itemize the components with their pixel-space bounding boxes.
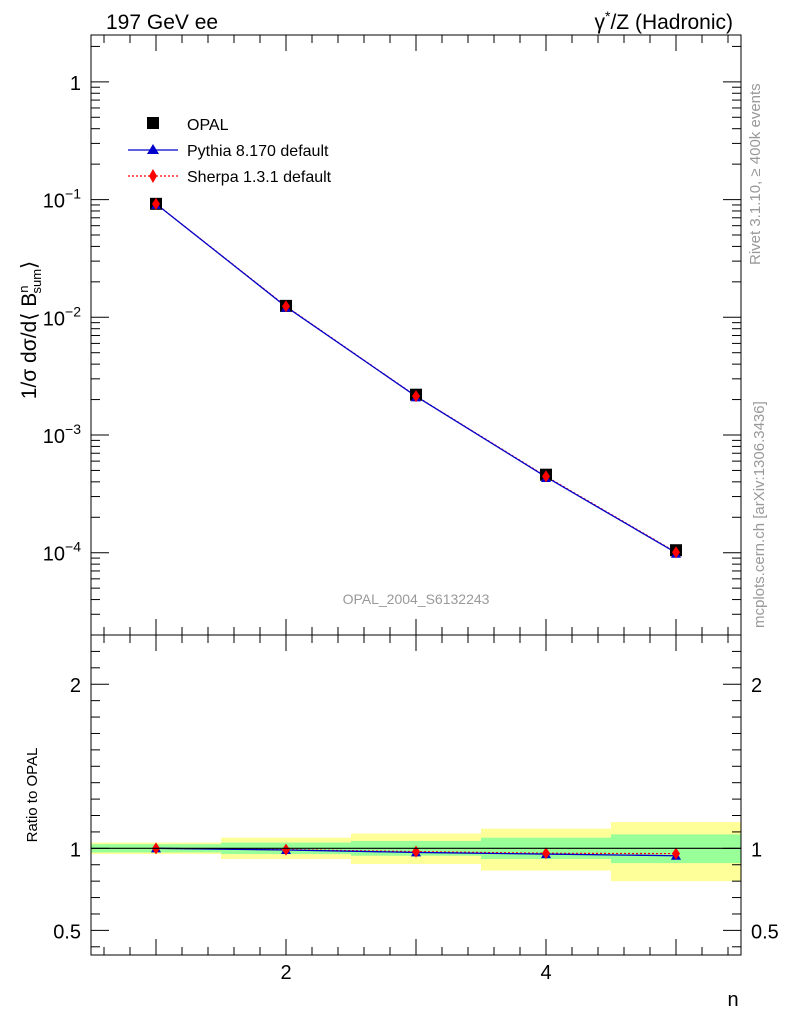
legend-sherpa-label: Sherpa 1.3.1 default (187, 169, 332, 186)
legend-pythia-label: Pythia 8.170 default (187, 143, 329, 160)
x-axis-label: n (727, 989, 738, 1011)
main-y-axis-label: 1/σ dσ/d⟨ Bnsum⟩ (16, 261, 44, 400)
legend-pythia-marker (147, 144, 159, 154)
sherpa-point (412, 390, 420, 403)
main-y-axis: 1 10−1 10−2 10−3 10−4 (43, 45, 741, 636)
ratio-y-axis: 2 2 1 1 0.5 0.5 (53, 650, 779, 948)
main-y-tick-label: 10−3 (43, 421, 81, 448)
ratio-sherpa-point (672, 847, 680, 860)
legend-opal-label: OPAL (187, 117, 229, 134)
main-series-layer (150, 197, 682, 559)
legend: OPAL Pythia 8.170 default Sherpa 1.3.1 d… (128, 117, 332, 186)
sherpa-point (542, 470, 550, 483)
ratio-frame (90, 634, 742, 956)
sherpa-line (155, 203, 677, 553)
legend-opal-marker (147, 117, 159, 129)
main-x-ticks (103, 35, 729, 635)
ratio-sherpa-point (542, 847, 550, 860)
main-y-tick-label: 10−2 (43, 303, 81, 330)
process-title: γ*/Z (Hadronic) (595, 8, 733, 34)
legend-sherpa-marker (149, 169, 157, 183)
ratio-y-tick-label-right: 2 (751, 675, 762, 697)
analysis-watermark: OPAL_2004_S6132243 (343, 591, 490, 607)
ratio-x-tick-label: 4 (540, 962, 551, 984)
ratio-y-tick-label-right: 0.5 (751, 921, 779, 943)
ratio-x-tick-label: 2 (280, 962, 291, 984)
pythia-line (155, 203, 677, 554)
energy-title: 197 GeV ee (106, 11, 218, 34)
main-y-tick-label: 1 (70, 73, 81, 95)
sherpa-point (152, 197, 160, 210)
main-y-tick-label: 10−1 (43, 186, 81, 213)
ratio-y-tick-label: 1 (70, 839, 81, 861)
ratio-y-tick-label: 0.5 (53, 921, 81, 943)
main-y-tick-label: 10−4 (43, 539, 81, 566)
sherpa-point (282, 300, 290, 313)
ratio-y-axis-label: Ratio to OPAL (24, 748, 41, 843)
main-panel: 1 10−1 10−2 10−3 10−4 OPAL_2004_S6132243 1/σ… (16, 34, 742, 636)
ratio-y-tick-label: 2 (70, 675, 81, 697)
ratio-y-tick-label-right: 1 (751, 839, 762, 861)
ratio-sherpa-point (282, 843, 290, 856)
rivet-label: Rivet 3.1.10, ≥ 400k events (747, 83, 764, 265)
mcplots-label: mcplots.cern.ch [arXiv:1306.3436] (751, 401, 768, 628)
sherpa-point (672, 546, 680, 559)
